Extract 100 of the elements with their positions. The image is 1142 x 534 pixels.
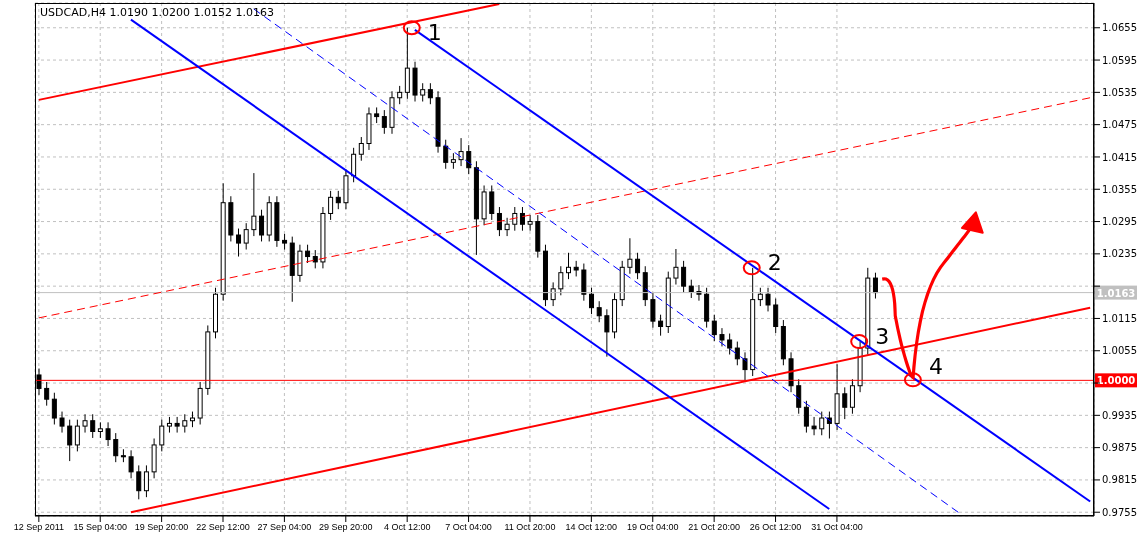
- candlestick: [458, 137, 464, 167]
- candlestick: [803, 400, 809, 434]
- y-tick-label: 0.9755: [1102, 506, 1137, 518]
- candlestick: [673, 248, 679, 286]
- annotation: 3: [875, 323, 890, 349]
- x-tick-label: 19 Oct 04:00: [626, 522, 679, 533]
- x-tick-label: 15 Sep 04:00: [73, 522, 128, 533]
- candlestick: [719, 327, 725, 347]
- candlestick: [443, 139, 449, 170]
- candlestick: [742, 351, 748, 381]
- candlestick: [658, 314, 664, 337]
- y-tick-label: 1.0655: [1102, 22, 1137, 34]
- candlestick: [765, 287, 771, 312]
- y-tick-label: 1.0055: [1102, 345, 1137, 357]
- candlestick: [259, 209, 265, 242]
- y-tick-label: 1.0115: [1102, 312, 1137, 324]
- candlestick: [128, 449, 134, 479]
- candlestick: [105, 421, 111, 447]
- y-tick-label: 1.0235: [1102, 248, 1137, 260]
- y-tick-label: 1.0355: [1102, 183, 1137, 195]
- candlestick: [681, 260, 687, 294]
- candlestick: [243, 222, 249, 251]
- candlestick: [773, 298, 779, 334]
- candlestick: [496, 206, 502, 237]
- x-tick-label: 14 Oct 12:00: [565, 522, 618, 533]
- candlestick: [489, 184, 495, 221]
- y-tick-label: 0.9815: [1102, 474, 1137, 486]
- candlestick: [519, 206, 525, 232]
- candlestick: [558, 265, 564, 296]
- candlestick: [67, 419, 73, 462]
- candlestick: [819, 411, 825, 436]
- x-tick-label: 31 Oct 04:00: [811, 522, 863, 533]
- candlestick: [589, 287, 595, 315]
- x-tick-label: 26 Oct 12:00: [749, 522, 802, 533]
- ref-line-label: 1.0163: [1096, 287, 1136, 299]
- candlestick: [159, 419, 165, 452]
- candlestick: [688, 279, 694, 299]
- y-tick-label: 1.0295: [1102, 216, 1137, 228]
- candlestick: [305, 244, 311, 264]
- annotation: 2: [767, 249, 782, 275]
- x-tick-label: 29 Sep 20:00: [319, 522, 373, 533]
- x-tick-label: 12 Sep 2011: [13, 522, 65, 533]
- candlestick: [596, 300, 602, 323]
- x-tick-label: 7 Oct 04:00: [445, 522, 492, 533]
- y-tick-label: 0.9935: [1102, 409, 1137, 421]
- candlestick: [796, 378, 802, 415]
- x-tick-label: 4 Oct 12:00: [383, 522, 431, 533]
- candlestick: [635, 252, 641, 280]
- candlestick: [427, 82, 433, 105]
- candlestick: [734, 341, 740, 366]
- candlestick: [811, 416, 817, 436]
- y-tick-label: 1.0475: [1102, 119, 1137, 131]
- candlestick: [328, 190, 334, 221]
- candlestick: [236, 228, 242, 258]
- candlestick: [312, 249, 318, 269]
- candlestick: [381, 109, 387, 135]
- candlestick: [397, 85, 403, 105]
- candlestick: [842, 386, 848, 420]
- x-tick-label: 21 Oct 20:00: [688, 522, 740, 533]
- x-tick-label: 22 Sep 12:00: [196, 522, 250, 533]
- candlestick: [51, 392, 57, 425]
- candlestick: [251, 172, 257, 237]
- candlestick: [872, 272, 878, 300]
- x-tick-label: 11 Oct 20:00: [504, 522, 556, 533]
- candlestick: [90, 413, 96, 439]
- candlestick: [627, 237, 633, 275]
- candlestick: [82, 413, 88, 434]
- candlestick: [74, 419, 80, 452]
- candlestick: [59, 411, 65, 434]
- candlestick: [351, 147, 357, 183]
- candlestick: [358, 136, 364, 162]
- candlestick: [113, 432, 119, 463]
- y-tick-label: 0.9875: [1102, 442, 1137, 454]
- candlestick: [604, 308, 610, 358]
- candlestick: [711, 314, 717, 342]
- y-tick-label: 1.0595: [1102, 54, 1137, 66]
- x-tick-label: 19 Sep 20:00: [134, 522, 189, 533]
- candlestick: [143, 464, 149, 498]
- candlestick: [182, 413, 188, 434]
- candlestick: [550, 281, 556, 307]
- candlestick: [466, 144, 472, 175]
- candlestick: [727, 333, 733, 356]
- y-tick-label: 1.0535: [1102, 86, 1137, 98]
- candlestick: [527, 214, 533, 232]
- candlestick: [174, 416, 180, 434]
- candlestick: [849, 378, 855, 415]
- candlestick: [36, 368, 42, 396]
- candlestick: [650, 292, 656, 329]
- candlestick: [504, 217, 510, 237]
- candlestick: [335, 190, 341, 210]
- candlestick: [566, 252, 571, 280]
- annotation: 1: [427, 19, 442, 45]
- candlestick: [136, 464, 142, 500]
- candlestick: [757, 287, 763, 307]
- x-tick-label: 27 Sep 04:00: [257, 522, 312, 533]
- ref-line-label: 1.0000: [1096, 375, 1136, 387]
- annotation: 4: [928, 353, 943, 379]
- y-tick-label: 1.0415: [1102, 151, 1137, 163]
- candlestick: [44, 381, 50, 407]
- chart-title: USDCAD,H4 1.0190 1.0200 1.0152 1.0163: [40, 6, 274, 19]
